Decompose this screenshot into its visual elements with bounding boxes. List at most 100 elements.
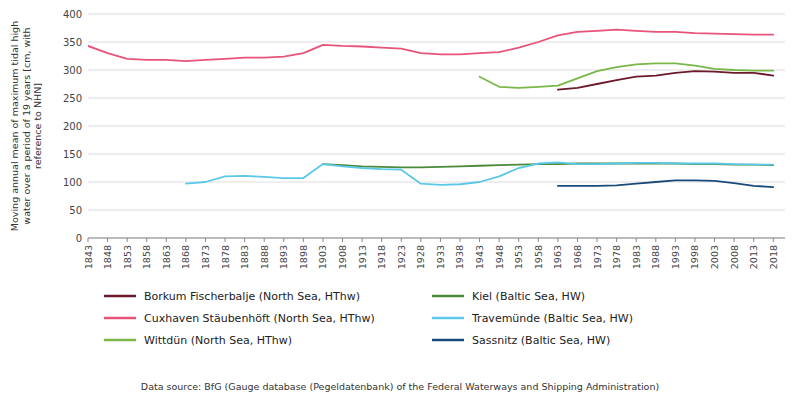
x-tick <box>557 238 558 242</box>
x-tick-label: 1898 <box>298 245 309 269</box>
legend: Borkum Fischerbalje (North Sea, HThw)Cux… <box>104 290 633 347</box>
source-note: Data source: BfG (Gauge database (Pegeld… <box>141 381 659 392</box>
x-tick-label: 1953 <box>513 245 524 269</box>
legend-label: Sassnitz (Baltic Sea, HW) <box>472 334 610 347</box>
x-tick <box>773 238 774 242</box>
x-tick-label: 1973 <box>592 245 603 269</box>
x-tick-label: 1923 <box>396 245 407 269</box>
legend-swatch <box>104 317 136 320</box>
x-tick <box>597 238 598 242</box>
x-tick-label: 1858 <box>141 245 152 269</box>
x-tick <box>655 238 656 242</box>
y-tick-label: 300 <box>63 65 82 76</box>
x-tick-label: 1993 <box>670 245 681 269</box>
legend-label: Wittdün (North Sea, HThw) <box>144 334 292 347</box>
x-tick-label: 1963 <box>552 245 563 269</box>
legend-label: Travemünde (Baltic Sea, HW) <box>471 312 633 325</box>
y-tick-label: 250 <box>63 93 82 104</box>
x-tick-label: 2008 <box>729 245 740 269</box>
x-tick <box>342 238 343 242</box>
lines <box>88 30 773 187</box>
x-tick <box>401 238 402 242</box>
x-tick-label: 1913 <box>357 245 368 269</box>
x-tick-label: 1843 <box>83 245 94 269</box>
x-tick <box>107 238 108 242</box>
x-tick <box>479 238 480 242</box>
y-tick-label: 200 <box>63 121 82 132</box>
legend-label: Kiel (Baltic Sea, HW) <box>472 290 585 303</box>
x-tick <box>244 238 245 242</box>
x-tick <box>146 238 147 242</box>
grid-line <box>88 98 785 99</box>
x-tick-label: 1873 <box>200 245 211 269</box>
series-line <box>480 63 774 88</box>
y-axis: 0 50 100 150 200 250 300 350 400 <box>63 9 785 244</box>
x-tick-label: 1928 <box>415 245 426 269</box>
chart: 0 50 100 150 200 250 300 350 400 Moving annual me… <box>0 0 800 400</box>
y-axis-label-line: reference to NHN] <box>32 83 43 169</box>
x-tick <box>518 238 519 242</box>
x-tick <box>264 238 265 242</box>
grid-line <box>88 14 785 15</box>
x-tick-label: 2018 <box>768 245 779 269</box>
x-tick-label: 1878 <box>220 245 231 269</box>
y-axis-label: Moving annual mean of maximum tidal high… <box>9 21 43 231</box>
x-tick <box>694 238 695 242</box>
grid-line <box>88 42 785 43</box>
x-tick-label: 1918 <box>376 245 387 269</box>
x-tick-label: 1933 <box>435 245 446 269</box>
x-tick <box>734 238 735 242</box>
x-tick <box>127 238 128 242</box>
legend-label: Cuxhaven Stäubenhöft (North Sea, HThw) <box>144 312 375 325</box>
x-tick-label: 1983 <box>631 245 642 269</box>
legend-swatch <box>432 295 464 298</box>
x-tick-label: 2003 <box>709 245 720 269</box>
x-tick <box>283 238 284 242</box>
x-tick-label: 1893 <box>278 245 289 269</box>
x-tick <box>440 238 441 242</box>
x-tick-label: 1968 <box>572 245 583 269</box>
y-axis-label-line: water over a period of 19 years [cm, wit… <box>21 27 32 224</box>
y-tick-label: 100 <box>63 177 82 188</box>
series-line <box>88 30 773 61</box>
x-tick <box>362 238 363 242</box>
x-tick-label: 1958 <box>533 245 544 269</box>
grid-line <box>88 126 785 127</box>
series-line <box>186 162 773 184</box>
x-tick-label: 1853 <box>122 245 133 269</box>
legend-swatch <box>104 295 136 298</box>
y-tick-label: 150 <box>63 149 82 160</box>
x-tick <box>616 238 617 242</box>
x-tick-label: 1848 <box>102 245 113 269</box>
x-tick <box>185 238 186 242</box>
x-tick <box>714 238 715 242</box>
x-tick-label: 1903 <box>317 245 328 269</box>
x-tick-label: 1938 <box>454 245 465 269</box>
x-tick <box>88 238 89 242</box>
legend-swatch <box>104 339 136 342</box>
x-axis: 1843184818531858186318681873187818831888… <box>83 238 786 269</box>
x-tick-label: 2013 <box>748 245 759 269</box>
x-tick <box>636 238 637 242</box>
grid-line <box>88 70 785 71</box>
x-tick <box>499 238 500 242</box>
x-tick-label: 1998 <box>689 245 700 269</box>
y-tick-label: 350 <box>63 37 82 48</box>
y-axis-label-line: Moving annual mean of maximum tidal high <box>9 21 20 231</box>
grid-line <box>88 154 785 155</box>
x-tick <box>381 238 382 242</box>
x-tick <box>225 238 226 242</box>
y-tick-label: 400 <box>63 9 82 20</box>
x-tick <box>205 238 206 242</box>
x-tick <box>322 238 323 242</box>
x-tick-label: 1948 <box>494 245 505 269</box>
x-tick <box>538 238 539 242</box>
grid-line <box>88 210 785 211</box>
x-tick-label: 1908 <box>337 245 348 269</box>
series-line <box>558 180 773 187</box>
y-tick-label: 50 <box>69 205 82 216</box>
y-tick-label: 0 <box>76 233 82 244</box>
x-tick-label: 1868 <box>180 245 191 269</box>
x-tick-label: 1888 <box>259 245 270 269</box>
x-tick <box>459 238 460 242</box>
